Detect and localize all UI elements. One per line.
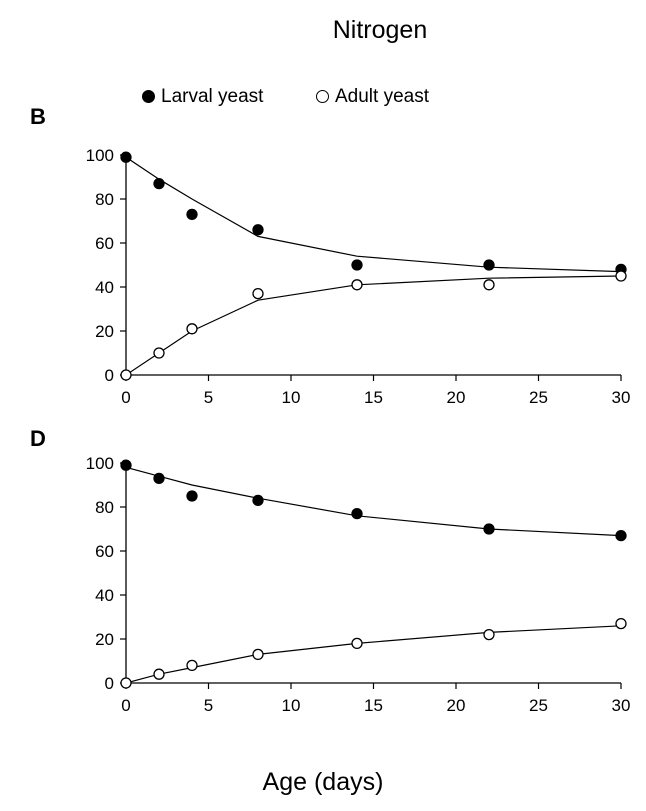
panel-d-larval-point [351, 507, 363, 520]
chart-title: Nitrogen [332, 16, 428, 44]
panel-b-x-tick-label: 0 [121, 388, 130, 407]
legend-label-adult: Adult yeast [335, 86, 429, 107]
panel-b-adult-point [120, 369, 132, 381]
panel-b-adult-point [615, 270, 627, 282]
panel-b-adult-point [483, 279, 495, 291]
panel-d-adult-point [615, 617, 627, 630]
panel-b-adult-point [153, 347, 165, 359]
panel-b-x-tick-label: 25 [529, 388, 548, 407]
panel-b-x-tick-label: 20 [447, 388, 466, 407]
panel-b-y-tick-label: 100 [86, 146, 114, 165]
panel-b-y-tick-label: 60 [95, 234, 114, 253]
panel-b-x-tick-label: 10 [282, 388, 301, 407]
panel-d-x-tick-label: 0 [121, 696, 130, 715]
panel-d-adult-point [186, 659, 198, 672]
panel-b-adult-point [186, 323, 198, 335]
panel-b-x-tick-label: 15 [364, 388, 383, 407]
panel-d-adult-point [120, 677, 132, 689]
panel-d-y-tick-label: 20 [95, 630, 114, 649]
panel-d-y-tick-label: 100 [86, 454, 114, 473]
panel-d-larval-fit-line [125, 466, 622, 537]
panel-b-x-tick-label: 5 [204, 388, 213, 407]
panel-d-adult-point [252, 648, 264, 661]
panel-d-larval-point [120, 459, 132, 471]
panel-b-adult-fit-line [125, 275, 622, 376]
panel-d-y-tick-label: 0 [105, 674, 114, 693]
panel-d-y-tick-label: 80 [95, 498, 114, 517]
panel-b-y-tick-label: 0 [105, 366, 114, 385]
filled-circle-icon [142, 90, 155, 103]
panel-d-x-tick-label: 10 [282, 696, 301, 715]
panel-d-x-tick-label: 30 [612, 696, 631, 715]
open-circle-icon [316, 90, 329, 103]
panel-b-larval-point [120, 151, 132, 163]
panel-d-x-tick-label: 25 [529, 696, 548, 715]
panel-b-y-tick-label: 40 [95, 278, 114, 297]
panel-b-larval-point [153, 177, 165, 190]
legend-label-larval: Larval yeast [161, 86, 264, 107]
panel-b-y-tick-label: 20 [95, 322, 114, 341]
panel-letter-b: B [30, 104, 46, 129]
x-axis-label: Age (days) [262, 768, 384, 796]
panel-d-x-tick-label: 5 [204, 696, 213, 715]
panel-b-larval-point [252, 224, 264, 236]
panel-d-adult-fit-line [125, 625, 622, 684]
panel-b-larval-point [351, 259, 363, 271]
panel-b-larval-fit-line [125, 156, 622, 273]
panel-d-larval-point [615, 529, 627, 542]
panel-b-y-tick-label: 80 [95, 190, 114, 209]
panel-d-adult-point [351, 637, 363, 650]
panel-d-larval-point [483, 523, 495, 535]
panel-d-x-tick-label: 15 [364, 696, 383, 715]
legend-item-larval: Larval yeast [142, 86, 263, 108]
panel-b-adult-point [252, 287, 264, 300]
panel-d-x-tick-label: 20 [447, 696, 466, 715]
panel-d-larval-point [186, 490, 198, 502]
panel-d-y-tick-label: 60 [95, 542, 114, 561]
panel-d-larval-point [153, 472, 165, 485]
legend-item-adult: Adult yeast [316, 86, 429, 108]
panel-d-larval-point [252, 494, 264, 507]
panel-b-adult-point [351, 279, 363, 291]
panel-b-larval-point [483, 259, 495, 271]
panel-b-larval-point [186, 208, 198, 221]
panel-letter-d: D [30, 426, 46, 451]
panel-d-adult-point [153, 668, 165, 680]
panel-b-x-tick-label: 30 [612, 388, 631, 407]
panel-d-adult-point [483, 628, 495, 641]
panel-d-y-tick-label: 40 [95, 586, 114, 605]
